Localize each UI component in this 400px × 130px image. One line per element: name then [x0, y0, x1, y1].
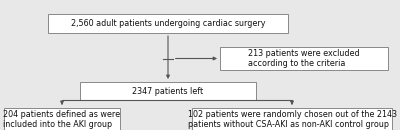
Text: 213 patients were excluded
according to the criteria: 213 patients were excluded according to … [248, 49, 360, 68]
FancyBboxPatch shape [4, 108, 120, 130]
Text: 102 patients were randomly chosen out of the 2143
patients without CSA-AKI as no: 102 patients were randomly chosen out of… [188, 110, 396, 129]
Text: 204 patients defined as were
included into the AKI group: 204 patients defined as were included in… [4, 110, 120, 129]
FancyBboxPatch shape [220, 47, 388, 70]
FancyBboxPatch shape [80, 82, 256, 100]
FancyBboxPatch shape [48, 14, 288, 33]
Text: 2,560 adult patients undergoing cardiac surgery: 2,560 adult patients undergoing cardiac … [71, 19, 265, 28]
FancyBboxPatch shape [192, 108, 392, 130]
Text: 2347 patients left: 2347 patients left [132, 86, 204, 96]
